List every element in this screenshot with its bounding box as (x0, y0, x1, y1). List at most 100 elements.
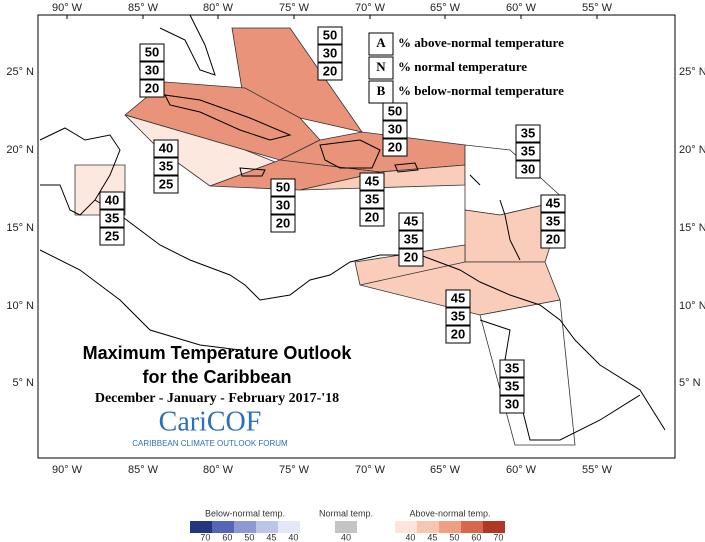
lon-label: 80° W (203, 2, 234, 14)
probability-box (445, 307, 471, 326)
lat-label: 15° N (679, 222, 705, 234)
probability-value: 30 (145, 62, 159, 77)
colorbar-tick: 50 (449, 532, 459, 542)
key-text: % normal temperature (398, 59, 527, 74)
probability-value: 20 (451, 326, 465, 341)
colorbar-tick: 70 (200, 532, 210, 542)
coastline (164, 94, 292, 141)
lon-label: 55° W (582, 464, 613, 476)
probability-box (382, 138, 408, 157)
probability-value: 30 (323, 45, 337, 60)
key-letter: A (376, 35, 386, 50)
probability-box (540, 212, 566, 231)
key-text: % below-normal temperature (398, 83, 564, 98)
colorbar-tick: 45 (427, 532, 437, 542)
probability-value: 30 (505, 396, 519, 411)
probability-value: 45 (365, 173, 379, 188)
colorbar-swatch (190, 521, 212, 533)
colorbar-tick: 50 (244, 532, 254, 542)
probability-value: 35 (505, 360, 519, 375)
coastline (39, 249, 241, 351)
lon-label: 85° W (128, 464, 159, 476)
title-line: Maximum Temperature Outlook (83, 343, 353, 363)
coastline (94, 199, 666, 431)
probability-value: 50 (276, 179, 290, 194)
probability-box (359, 208, 385, 227)
key-letter: B (377, 83, 386, 98)
colorbar-swatch (439, 521, 461, 533)
lat-label: 10° N (6, 300, 34, 312)
probability-box (317, 26, 343, 45)
probability-value: 35 (105, 210, 119, 225)
probability-value: 20 (323, 63, 337, 78)
probability-value: 40 (105, 192, 119, 207)
lon-label: 65° W (430, 2, 461, 14)
colorbar-label: Above-normal temp. (409, 508, 490, 518)
probability-box (317, 62, 343, 81)
probability-box (499, 359, 525, 378)
subtitle: December - January - February 2017-'18 (95, 391, 339, 406)
probability-value: 35 (521, 125, 535, 140)
probability-value: 30 (388, 121, 402, 136)
lat-label: 25° N (6, 66, 34, 78)
probability-value: 45 (451, 290, 465, 305)
colorbar-swatch (234, 521, 256, 533)
probability-box (139, 43, 165, 62)
lat-label: 20° N (679, 144, 705, 156)
probability-box (382, 102, 408, 121)
key-text: % above-normal temperature (398, 35, 564, 50)
colorbar-label: Below-normal temp. (205, 508, 285, 518)
probability-box (153, 175, 179, 194)
lon-label: 55° W (582, 2, 613, 14)
probability-box (445, 289, 471, 308)
probability-box (99, 191, 125, 210)
probability-box (359, 172, 385, 191)
colorbar-swatch (335, 521, 357, 533)
probability-value: 45 (546, 195, 560, 210)
regions (74, 27, 576, 446)
coastline (394, 162, 419, 173)
probability-box (270, 178, 296, 197)
probability-value: 40 (159, 140, 173, 155)
probability-box (445, 325, 471, 344)
probability-value: 35 (365, 191, 379, 206)
probability-value: 50 (323, 27, 337, 42)
key-background (367, 30, 580, 106)
probability-box (153, 157, 179, 176)
colorbar-tick: 70 (493, 532, 503, 542)
coastline (319, 139, 381, 169)
probability-box (515, 142, 541, 161)
probability-box (515, 160, 541, 179)
colorbar-swatch (256, 521, 278, 533)
probability-box (99, 227, 125, 246)
lon-label: 70° W (355, 2, 386, 14)
probability-box (540, 230, 566, 249)
probability-value: 50 (145, 44, 159, 59)
logo-subtitle: CARIBBEAN CLIMATE OUTLOOK FORUM (132, 439, 288, 448)
lat-label: 15° N (6, 222, 34, 234)
colorbar-tick: 40 (405, 532, 415, 542)
lon-label: 65° W (430, 464, 461, 476)
colorbar-tick: 40 (341, 532, 351, 542)
probability-box (317, 44, 343, 63)
probability-box (398, 230, 424, 249)
lat-label: 5° N (679, 377, 701, 389)
probability-value: 35 (546, 213, 560, 228)
lat-label: 20° N (6, 144, 34, 156)
colorbar-swatch (417, 521, 439, 533)
probability-value: 25 (105, 228, 119, 243)
lon-label: 70° W (355, 464, 386, 476)
probability-value: 30 (521, 161, 535, 176)
colorbar-swatch (278, 521, 300, 533)
probability-value: 35 (404, 231, 418, 246)
probability-box (270, 196, 296, 215)
key-box: A % above-normal temperature N % normal tem… (367, 30, 580, 106)
colorbar-swatch (483, 521, 505, 533)
key-letter: N (376, 59, 386, 74)
probability-value: 45 (404, 213, 418, 228)
probability-box (515, 124, 541, 143)
probability-box (398, 248, 424, 267)
probability-value: 50 (388, 103, 402, 118)
colorbar-label: Normal temp. (319, 508, 373, 518)
